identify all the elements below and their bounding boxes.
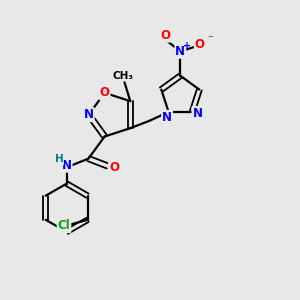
Text: N: N xyxy=(176,45,185,58)
Text: O: O xyxy=(195,38,205,51)
Text: N: N xyxy=(162,111,172,124)
Text: O: O xyxy=(100,86,110,99)
Text: +: + xyxy=(183,41,191,51)
Text: N: N xyxy=(84,108,94,121)
Text: O: O xyxy=(109,161,119,174)
Text: O: O xyxy=(160,28,171,42)
Text: N: N xyxy=(61,159,72,172)
Text: N: N xyxy=(192,107,203,120)
Text: H: H xyxy=(55,154,63,164)
Text: ⁻: ⁻ xyxy=(207,34,213,44)
Text: CH₃: CH₃ xyxy=(112,70,134,81)
Text: Cl: Cl xyxy=(58,219,70,232)
